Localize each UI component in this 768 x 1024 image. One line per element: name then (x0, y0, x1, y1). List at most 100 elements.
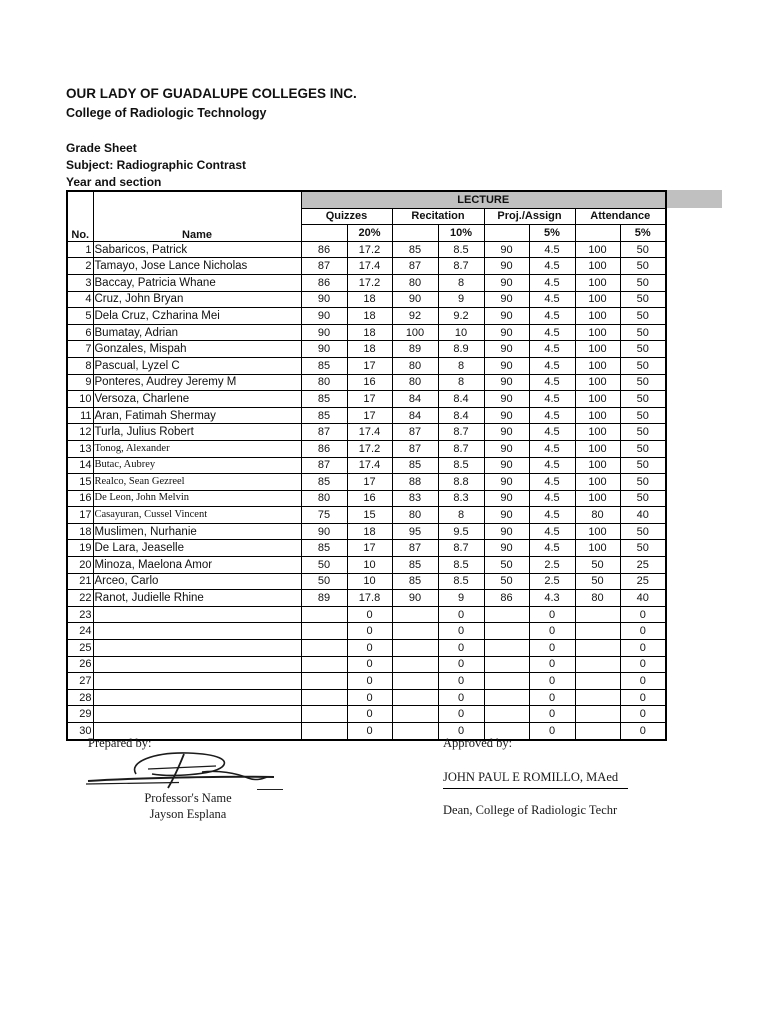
score-cell: 8 (437, 356, 485, 375)
col-group-proj-assign: Proj./Assign (483, 207, 576, 226)
score-cell: 84 (391, 406, 439, 425)
dean-name: JOHN PAUL E ROMILLO, MAed (443, 770, 629, 789)
score-cell: 0 (437, 688, 485, 707)
score-cell: 88 (391, 473, 439, 491)
student-name: Dela Cruz, Czharina Mei (92, 307, 302, 325)
table-row: 19 De Lara, Jeaselle 85 17 87 8.7 90 4.5 100 50 (66, 539, 667, 558)
score-cell: 100 (574, 323, 621, 342)
score-cell: 40 (619, 506, 667, 524)
table-row: 11 Aran, Fatimah Shermay 85 17 84 8.4 90 4.5 100… (66, 406, 667, 425)
student-name: Arceo, Carlo (92, 572, 302, 591)
score-cell (391, 605, 439, 624)
score-cell: 0 (619, 605, 667, 624)
score-cell: 85 (391, 556, 439, 574)
score-cell: 9.5 (437, 522, 485, 541)
row-number: 6 (66, 323, 94, 342)
score-cell: 8 (437, 273, 485, 292)
score-cell (483, 655, 530, 674)
score-cell (574, 655, 621, 674)
score-cell (574, 721, 621, 741)
table-row: 16 De Leon, John Melvin 80 16 83 8.3 90 4.5 100 5… (66, 489, 667, 508)
table-row: 20 Minoza, Maelona Amor 50 10 85 8.5 50 2.5 50 25 (66, 556, 667, 574)
prepared-by-label: Prepared by: (88, 736, 152, 750)
student-name: Sabaricos, Patrick (92, 240, 302, 259)
table-row: 17 Casayuran, Cussel Vincent 75 15 80 8 90 4.5 8… (66, 506, 667, 524)
score-cell: 75 (300, 506, 348, 524)
score-cell (300, 721, 348, 741)
score-cell: 89 (300, 589, 348, 607)
score-cell: 0 (528, 688, 576, 707)
score-cell: 17 (346, 390, 393, 408)
table-row: 13 Tonog, Alexander 86 17.2 87 8.7 90 4.5 100 50 (66, 439, 667, 458)
score-cell: 85 (391, 572, 439, 591)
score-cell: 4.5 (528, 240, 576, 259)
score-cell: 87 (391, 423, 439, 441)
row-number: 3 (66, 273, 94, 292)
row-number: 21 (66, 572, 94, 591)
score-cell: 8.7 (437, 257, 485, 275)
pct-quizzes: 20% (346, 224, 393, 242)
score-cell: 4.5 (528, 323, 576, 342)
score-cell: 4.5 (528, 473, 576, 491)
professor-name: Jayson Esplana (149, 807, 227, 821)
score-cell: 50 (574, 572, 621, 591)
score-cell: 0 (528, 672, 576, 690)
row-number: 23 (66, 605, 94, 624)
table-row: 21 Arceo, Carlo 50 10 85 8.5 50 2.5 50 25 (66, 572, 667, 591)
score-cell: 80 (574, 589, 621, 607)
score-cell: 90 (483, 506, 530, 524)
score-cell: 50 (300, 572, 348, 591)
col-header-no: No. (66, 190, 94, 242)
score-cell: 0 (619, 705, 667, 723)
college-name: College of Radiologic Technology (66, 106, 267, 120)
score-cell: 4.5 (528, 439, 576, 458)
score-cell: 0 (346, 672, 393, 690)
score-cell: 0 (528, 721, 576, 741)
score-cell: 80 (300, 489, 348, 508)
student-name (92, 688, 302, 707)
table-row: 10 Versoza, Charlene 85 17 84 8.4 90 4.5 100 50 (66, 390, 667, 408)
score-cell: 100 (574, 257, 621, 275)
score-cell: 0 (346, 721, 393, 741)
score-cell (574, 639, 621, 657)
score-cell: 17 (346, 539, 393, 558)
doc-title: Grade Sheet (66, 141, 137, 155)
row-number: 11 (66, 406, 94, 425)
row-number: 20 (66, 556, 94, 574)
score-cell: 100 (574, 423, 621, 441)
score-cell: 100 (574, 539, 621, 558)
score-cell: 17 (346, 473, 393, 491)
score-cell (391, 655, 439, 674)
table-row: 23 0 0 0 0 (66, 605, 667, 624)
table-row: 24 0 0 0 0 (66, 622, 667, 641)
score-cell: 85 (300, 473, 348, 491)
score-cell: 100 (574, 356, 621, 375)
table-row: 2 Tamayo, Jose Lance Nicholas 87 17.4 87 8.7 9… (66, 257, 667, 275)
score-cell: 90 (483, 356, 530, 375)
score-cell: 50 (574, 556, 621, 574)
header-row-lecture: No. Name LECTURE (66, 190, 667, 242)
row-number: 9 (66, 373, 94, 392)
score-cell: 0 (528, 705, 576, 723)
score-cell: 100 (574, 373, 621, 392)
row-number: 15 (66, 473, 94, 491)
score-cell: 90 (483, 522, 530, 541)
score-cell (300, 705, 348, 723)
score-cell: 8.7 (437, 423, 485, 441)
score-cell: 50 (619, 323, 667, 342)
score-cell: 8.5 (437, 572, 485, 591)
score-cell: 80 (391, 373, 439, 392)
student-name: Tonog, Alexander (92, 439, 302, 458)
score-cell: 4.5 (528, 373, 576, 392)
score-cell: 90 (483, 257, 530, 275)
score-cell: 85 (300, 539, 348, 558)
grade-table: No. Name LECTURE Quizzes Recitation Proj… (66, 190, 667, 741)
score-cell: 8 (437, 373, 485, 392)
score-cell: 95 (391, 522, 439, 541)
score-cell (300, 622, 348, 641)
student-name: Bumatay, Adrian (92, 323, 302, 342)
student-name: Ranot, Judielle Rhine (92, 589, 302, 607)
score-cell: 18 (346, 340, 393, 358)
student-name: Cruz, John Bryan (92, 290, 302, 309)
col-group-quizzes: Quizzes (300, 207, 393, 226)
